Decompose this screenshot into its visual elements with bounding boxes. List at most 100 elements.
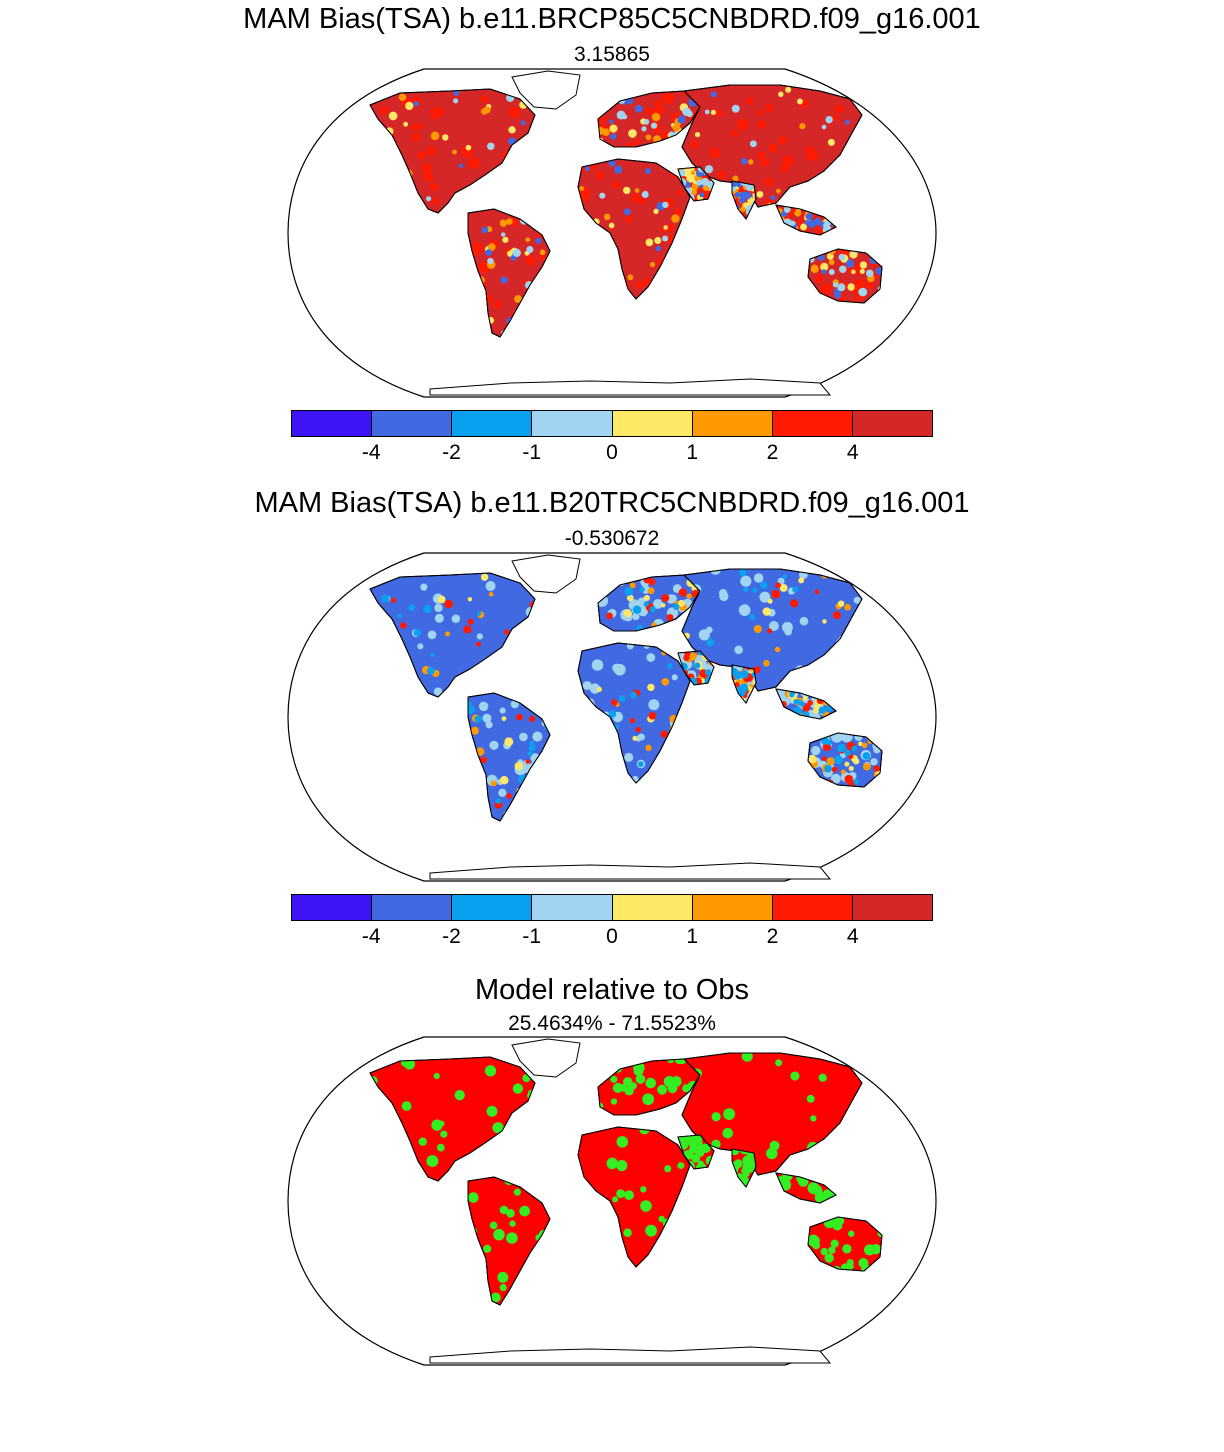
bias-patch <box>427 630 437 640</box>
bias-patch <box>828 259 835 266</box>
bias-patch <box>501 716 507 722</box>
bias-patch <box>539 253 547 261</box>
bias-patch <box>498 788 507 797</box>
bias-patch <box>433 1072 440 1080</box>
bias-patch <box>858 287 868 297</box>
bias-patch <box>781 621 793 633</box>
bias-patch <box>706 626 713 634</box>
bias-patch <box>731 104 740 113</box>
colorbar-swatch <box>372 411 453 436</box>
bias-patch <box>828 268 835 275</box>
bias-patch <box>699 192 705 198</box>
bias-patch <box>436 1143 445 1152</box>
colorbar-swatch <box>852 411 932 436</box>
bias-patch <box>638 196 647 205</box>
world-map <box>287 68 937 398</box>
coastline <box>807 732 883 788</box>
coastline <box>467 692 551 822</box>
bias-patch <box>454 1090 465 1101</box>
bias-patch <box>852 757 860 765</box>
bias-patch <box>437 595 446 604</box>
bias-patch <box>837 283 846 292</box>
bias-patch <box>417 643 424 650</box>
bias-patch <box>862 752 871 760</box>
bias-patch <box>483 106 491 114</box>
bias-patch <box>740 206 746 213</box>
bias-patch <box>715 109 723 117</box>
bias-patch <box>756 190 764 198</box>
bias-patch <box>497 1271 509 1283</box>
coastline <box>577 1126 691 1268</box>
world-map <box>287 1036 937 1366</box>
bias-patch <box>632 735 638 741</box>
bias-patch <box>624 1190 634 1201</box>
bias-patch <box>826 739 833 746</box>
bias-patch <box>641 126 647 132</box>
bias-patch <box>453 90 460 97</box>
bias-patch <box>861 742 868 749</box>
bias-patch <box>661 603 666 608</box>
bias-patch <box>482 713 492 723</box>
bias-patch <box>468 157 480 169</box>
coastline <box>597 1058 701 1116</box>
bias-patch <box>678 588 687 597</box>
bias-patch <box>779 583 788 592</box>
bias-patch <box>591 659 604 671</box>
bias-patch <box>691 183 697 189</box>
bias-patch <box>854 278 864 289</box>
colorbar-swatch <box>452 895 533 920</box>
bias-patch <box>834 104 844 114</box>
bias-patch <box>643 118 650 125</box>
bias-patch <box>614 165 623 174</box>
bias-patch <box>677 115 686 124</box>
coastline <box>807 1216 883 1272</box>
bias-patch <box>514 295 522 303</box>
bias-patch <box>643 601 649 607</box>
bias-patch <box>771 589 781 599</box>
bias-patch <box>500 232 506 237</box>
bias-patch <box>654 237 662 245</box>
bias-patch <box>398 93 407 101</box>
bias-patch <box>480 95 489 103</box>
colorbar-labels: -4 -2 -1 0 1 2 4 <box>291 441 933 465</box>
bias-patch <box>805 213 813 221</box>
bias-patch <box>778 136 787 145</box>
coastline <box>775 204 837 236</box>
bias-patch <box>634 188 640 193</box>
bias-patch <box>826 252 834 260</box>
bias-patch <box>400 622 407 629</box>
bias-patch <box>629 582 636 589</box>
colorbar-tick-label: 1 <box>686 441 699 464</box>
bias-patch <box>732 175 739 182</box>
bias-patch <box>500 776 509 785</box>
colorbar-swatch <box>372 895 453 920</box>
coastline <box>681 84 863 208</box>
bias-patch <box>468 705 476 714</box>
colorbar-tick-label: 4 <box>846 925 859 948</box>
bias-patch <box>632 605 642 614</box>
colorbar-tick-label: -4 <box>361 925 381 948</box>
bias-patch <box>608 159 616 167</box>
colorbar-swatch <box>612 895 693 920</box>
bias-patch <box>807 1182 820 1195</box>
bias-patch <box>481 226 489 234</box>
bias-patch <box>690 140 699 149</box>
colorbar-swatch <box>452 411 533 436</box>
bias-patch <box>625 215 633 223</box>
bias-patch <box>489 740 499 750</box>
coastline <box>681 1052 863 1176</box>
bias-patch <box>490 780 497 787</box>
bias-patch <box>653 208 659 214</box>
bias-patch <box>623 1228 632 1237</box>
bias-patch <box>480 573 489 581</box>
bias-patch <box>416 151 426 160</box>
continent-antarctica <box>429 378 832 396</box>
bias-patch <box>640 1200 652 1212</box>
bias-patch <box>624 587 634 596</box>
bias-patch <box>733 672 741 680</box>
bias-patch <box>509 1220 516 1227</box>
bias-patch <box>499 219 507 227</box>
bias-patch <box>848 780 855 787</box>
bias-patch <box>499 1283 507 1292</box>
bias-patch <box>433 687 443 696</box>
